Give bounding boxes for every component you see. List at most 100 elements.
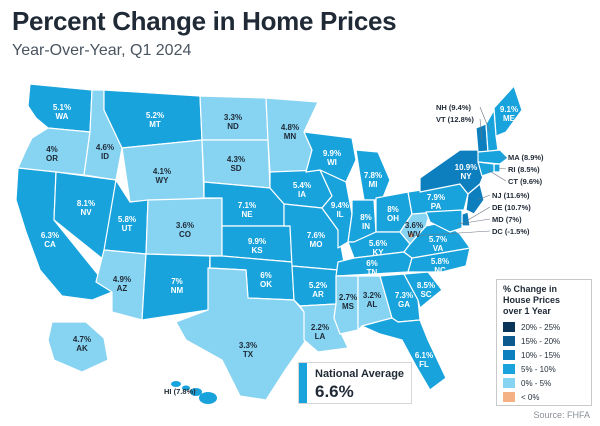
- state-value-tx: 3.3%: [239, 341, 257, 350]
- callout-leader-de: [467, 206, 491, 221]
- state-value-me: 9.1%: [500, 105, 518, 114]
- state-value-ok: 6%: [260, 271, 272, 280]
- state-code-wa: WA: [56, 112, 69, 121]
- state-value-ky: 5.6%: [369, 239, 387, 248]
- state-value-wy: 4.1%: [153, 167, 171, 176]
- state-value-ut: 5.8%: [118, 215, 136, 224]
- legend-title-line: over 1 Year: [503, 306, 551, 316]
- state-code-al: AL: [367, 300, 378, 309]
- callout-leader-ma: [501, 156, 507, 159]
- state-code-nv: NV: [80, 208, 92, 217]
- state-value-nv: 8.1%: [77, 199, 95, 208]
- callout-leader-hi: [193, 389, 199, 392]
- callout-leader-nj: [477, 194, 491, 201]
- state-value-ks: 9.9%: [248, 237, 266, 246]
- state-value-il: 9.4%: [331, 201, 349, 210]
- state-ak: [47, 321, 109, 373]
- national-average-value: 6.6%: [315, 382, 354, 401]
- state-code-il: IL: [336, 210, 343, 219]
- state-value-ca: 6.3%: [41, 231, 59, 240]
- state-code-pa: PA: [431, 202, 442, 211]
- state-value-ia: 5.4%: [293, 181, 311, 190]
- source-note: Source: FHFA: [533, 410, 590, 420]
- state-code-tn: TN: [367, 268, 378, 277]
- legend-label: 0% - 5%: [521, 378, 552, 388]
- legend-title-line: House Prices: [503, 295, 561, 305]
- state-value-ne: 7.1%: [238, 201, 256, 210]
- state-code-mo: MO: [310, 240, 323, 249]
- state-il: [319, 169, 353, 249]
- state-value-ny: 10.9%: [455, 163, 478, 172]
- callout-leader-dc: [411, 230, 491, 237]
- state-code-mt: MT: [149, 120, 161, 129]
- state-value-tn: 6%: [366, 259, 378, 268]
- national-average-accent: [299, 363, 307, 403]
- state-value-ms: 2.7%: [339, 293, 357, 302]
- hawaii-island: [171, 381, 181, 387]
- legend-label: 10% - 15%: [521, 350, 561, 360]
- state-value-pa: 7.9%: [427, 193, 445, 202]
- state-code-az: AZ: [117, 284, 128, 293]
- callout-leader-vt: [479, 118, 483, 141]
- callout-ri: RI (8.5%): [508, 165, 540, 174]
- legend-item: 20% - 25%: [503, 320, 585, 334]
- state-value-fl: 6.1%: [415, 351, 433, 360]
- state-value-wi: 9.9%: [323, 149, 341, 158]
- state-value-id: 4.6%: [96, 143, 114, 152]
- chart-title: Percent Change in Home Prices: [12, 6, 397, 36]
- legend-swatch: [503, 322, 515, 332]
- state-code-ar: AR: [312, 290, 324, 299]
- legend-item: 15% - 20%: [503, 334, 585, 348]
- callout-hi: HI (7.8%): [164, 387, 196, 396]
- state-code-ia: IA: [298, 190, 306, 199]
- state-md: [425, 209, 463, 233]
- state-code-ky: KY: [372, 248, 384, 257]
- state-code-wy: WY: [156, 176, 170, 185]
- legend-title-line: % Change in: [503, 284, 558, 294]
- state-code-ut: UT: [122, 224, 133, 233]
- state-code-ak: AK: [76, 344, 88, 353]
- callout-md: MD (7%): [492, 215, 522, 224]
- state-code-sd: SD: [230, 164, 241, 173]
- legend-label: < 0%: [521, 392, 540, 402]
- state-code-co: CO: [179, 230, 191, 239]
- state-value-nm: 7%: [171, 277, 183, 286]
- map-legend: % Change in House Prices over 1 Year 20%…: [496, 279, 592, 406]
- state-value-nc: 5.8%: [431, 257, 449, 266]
- legend-swatch: [503, 350, 515, 360]
- state-nh: [485, 109, 499, 153]
- state-value-mi: 7.8%: [364, 171, 382, 180]
- callout-ma: MA (8.9%): [508, 153, 544, 162]
- state-code-mi: MI: [369, 180, 378, 189]
- state-value-wv: 3.6%: [405, 221, 423, 230]
- callout-leader-ct: [487, 169, 507, 182]
- state-code-va: VA: [433, 244, 444, 253]
- state-value-mo: 7.6%: [307, 231, 325, 240]
- state-ct: [477, 161, 495, 177]
- callout-vt: VT (12.8%): [436, 115, 474, 124]
- state-code-wv: WV: [408, 230, 422, 239]
- state-code-wi: WI: [327, 158, 337, 167]
- state-value-ak: 4.7%: [73, 335, 91, 344]
- state-code-mn: MN: [284, 132, 297, 141]
- state-nj: [465, 183, 485, 215]
- callout-leader-nh: [479, 106, 491, 133]
- state-value-ar: 5.2%: [309, 281, 327, 290]
- callout-de: DE (10.7%): [492, 203, 531, 212]
- state-tx: [175, 267, 307, 401]
- legend-item: 10% - 15%: [503, 348, 585, 362]
- state-code-ca: CA: [44, 240, 56, 249]
- legend-swatch: [503, 364, 515, 374]
- state-value-sc: 8.5%: [417, 281, 435, 290]
- state-value-al: 3.2%: [363, 291, 381, 300]
- legend-swatch: [503, 378, 515, 388]
- legend-item: 0% - 5%: [503, 376, 585, 390]
- legend-item: 5% - 10%: [503, 362, 585, 376]
- state-code-nc: NC: [434, 266, 446, 275]
- state-ma: [477, 149, 509, 165]
- legend-label: 15% - 20%: [521, 336, 561, 346]
- callout-leader-ri: [497, 167, 507, 170]
- state-value-wa: 5.1%: [53, 103, 71, 112]
- state-code-ga: GA: [398, 300, 410, 309]
- callout-dc: DC (-1.5%): [492, 227, 530, 236]
